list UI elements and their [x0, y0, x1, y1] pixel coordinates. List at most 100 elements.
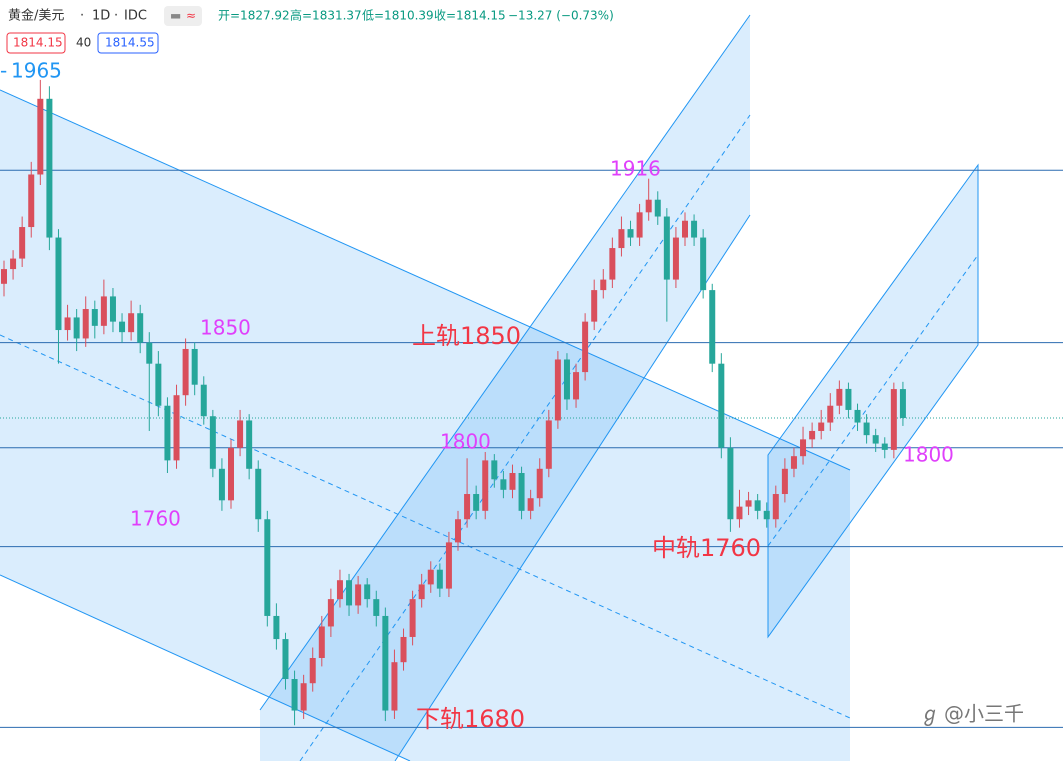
candle-body	[237, 420, 244, 448]
candles	[1, 79, 906, 726]
candle-body	[609, 248, 616, 280]
candle-body	[191, 348, 198, 385]
candle-body	[591, 290, 598, 322]
candle-body	[663, 216, 670, 280]
ask: 1814.55	[105, 36, 155, 50]
candle-body	[46, 98, 53, 238]
sep: ·	[114, 9, 118, 24]
watermark-icon: ℊ	[920, 702, 940, 726]
symbol: 黄金/美元	[8, 8, 64, 24]
candle-body	[336, 580, 343, 600]
annotation: 中轨1760	[652, 534, 761, 562]
candle-body	[382, 615, 389, 711]
annotation: 1800	[440, 430, 491, 454]
candle-body	[573, 372, 580, 400]
candle-body	[682, 220, 688, 238]
candle-body	[37, 98, 44, 175]
ask-box[interactable]	[97, 32, 159, 54]
candle-body	[709, 290, 716, 364]
icon: ≈	[186, 9, 196, 23]
candle-body	[881, 443, 888, 450]
annotation: 1850	[200, 316, 251, 340]
candle-body	[273, 615, 280, 640]
candle-body	[718, 363, 725, 448]
annotation-dash: -	[0, 59, 7, 83]
annotation: 1800	[903, 443, 954, 467]
candle-body	[209, 416, 216, 469]
sep: ·	[80, 9, 84, 24]
candle-body	[545, 420, 552, 469]
candle-body	[300, 683, 307, 711]
candle-body	[445, 542, 452, 589]
candle-body	[600, 279, 607, 291]
candle-body	[327, 599, 334, 627]
candle-body	[418, 584, 425, 600]
candle-body	[173, 395, 180, 461]
candle-body	[827, 405, 834, 423]
candle-body	[128, 313, 135, 333]
channel-mid	[0, 334, 851, 719]
candle-body	[28, 174, 35, 228]
candle-body	[155, 363, 162, 406]
annotation: 1760	[130, 507, 181, 531]
candle-body	[618, 229, 625, 249]
candle-body	[473, 494, 480, 511]
candle-body	[182, 348, 189, 396]
header: 黄金/美元 · 1D · IDC ▬ ≈ 开=1827.92 高=1831.37…	[6, 6, 614, 54]
candle-body	[464, 494, 471, 520]
candle-body	[137, 313, 144, 343]
change: −13.27 (−0.73%)	[508, 9, 614, 23]
candle-body	[55, 237, 62, 331]
candle-body	[554, 359, 561, 421]
candle-body	[82, 309, 89, 339]
candle-body	[491, 460, 498, 480]
candle-body	[772, 494, 779, 520]
candle-body	[809, 430, 816, 440]
ohlc-low: 低=1810.39	[362, 9, 434, 23]
candle-body	[536, 468, 543, 499]
candle-body	[64, 317, 71, 331]
candle-body	[790, 456, 797, 469]
candle-body	[373, 599, 380, 616]
candle-body	[246, 420, 253, 469]
candle-body	[800, 439, 807, 457]
candle-body	[872, 435, 879, 444]
candle-body	[100, 296, 107, 326]
annotations: - 1965 1916 1850 上轨1850 1800 1760 中轨1760…	[0, 59, 1024, 734]
annotation: 上轨1850	[412, 322, 521, 350]
compare-button[interactable]	[164, 6, 202, 26]
candle-body	[781, 468, 788, 495]
candle-body	[518, 472, 525, 511]
candle-body	[899, 389, 906, 419]
candle-body	[109, 296, 116, 322]
candle-body	[309, 657, 316, 684]
channels	[0, 14, 979, 761]
candle-body	[890, 389, 897, 450]
candle-body	[146, 342, 153, 364]
source: IDC	[124, 9, 147, 24]
channel-line	[0, 89, 851, 471]
ohlc-close: 收=1814.15	[434, 9, 506, 23]
candle-body	[10, 258, 17, 270]
candle-body	[1, 269, 7, 284]
candle-body	[500, 479, 507, 490]
ohlc-high: 高=1831.37	[290, 8, 362, 23]
candle-body	[818, 422, 825, 431]
candle-body	[19, 227, 26, 259]
candle-body	[282, 639, 289, 680]
candle-body	[318, 626, 325, 658]
candle-body	[200, 384, 207, 417]
bid-box[interactable]	[6, 32, 66, 54]
candle-body	[119, 321, 126, 333]
candle-body	[691, 220, 698, 238]
candle-body	[645, 199, 652, 213]
annotation: 下轨1680	[416, 705, 525, 733]
candle-body	[745, 500, 752, 507]
candle-body	[73, 317, 80, 339]
annotation: 1916	[610, 157, 661, 181]
channel-line	[0, 574, 411, 761]
candle-body	[527, 498, 534, 511]
candle-body	[654, 199, 661, 217]
